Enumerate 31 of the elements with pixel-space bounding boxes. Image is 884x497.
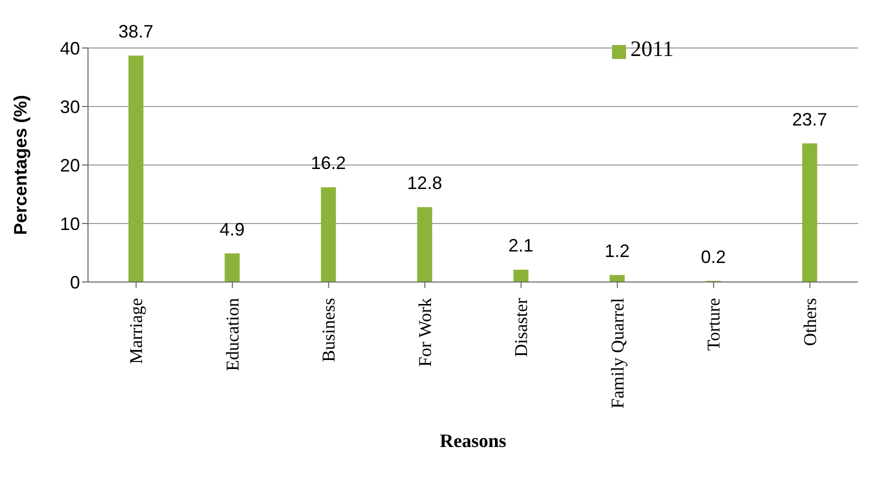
y-tick-label: 10 [60, 214, 80, 234]
data-label: 23.7 [792, 109, 828, 130]
x-tick-label: Others [800, 298, 820, 346]
data-label: 12.8 [407, 173, 442, 194]
data-label: 0.2 [700, 246, 726, 267]
x-tick-label: Marriage [126, 298, 146, 364]
data-label: 1.2 [604, 240, 630, 261]
x-tick-label: Education [222, 298, 242, 371]
y-tick-label: 30 [60, 96, 80, 117]
x-axis-title: Reasons [440, 431, 506, 452]
bar [224, 253, 240, 282]
y-tick-label: 20 [60, 155, 80, 176]
x-tick-label: Family Quarrel [607, 298, 628, 408]
bar [802, 143, 818, 282]
bar [610, 274, 625, 282]
data-label: 4.9 [220, 219, 245, 240]
y-axis-title: Percentages (%) [10, 94, 30, 236]
y-tick-label: 0 [70, 272, 80, 292]
x-tick-label: Business [318, 298, 339, 362]
bar [320, 187, 336, 282]
x-tick-label: Disaster [511, 298, 532, 357]
x-tick-label: Torture [704, 298, 724, 351]
data-label: 16.2 [310, 153, 346, 174]
data-label: 38.7 [118, 22, 154, 42]
bar [417, 207, 432, 282]
y-tick-label: 40 [60, 38, 80, 58]
bar [513, 270, 528, 282]
x-tick-label: For Work [414, 298, 435, 367]
data-label: 2.1 [508, 236, 534, 256]
legend-label: 2011 [630, 36, 674, 61]
bar [128, 56, 144, 282]
